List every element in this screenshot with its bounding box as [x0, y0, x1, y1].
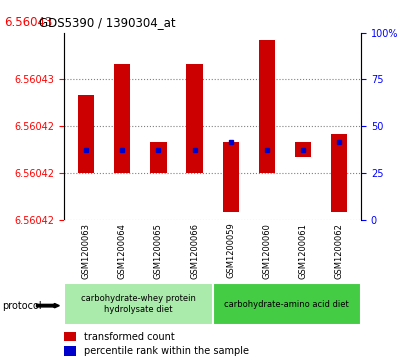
Text: carbohydrate-whey protein
hydrolysate diet: carbohydrate-whey protein hydrolysate di… — [81, 294, 196, 314]
Bar — [64, 332, 76, 341]
Bar — [331, 134, 347, 212]
Bar — [114, 64, 130, 173]
Text: GSM1200066: GSM1200066 — [190, 223, 199, 279]
Bar — [222, 142, 239, 212]
Text: GSM1200061: GSM1200061 — [299, 223, 308, 278]
Bar — [186, 64, 203, 173]
Text: GSM1200059: GSM1200059 — [226, 223, 235, 278]
Text: GSM1200065: GSM1200065 — [154, 223, 163, 278]
Bar — [259, 40, 275, 173]
Text: GSM1200063: GSM1200063 — [81, 223, 90, 279]
Bar — [64, 283, 213, 325]
Bar — [213, 283, 361, 325]
Bar — [295, 142, 311, 157]
Bar — [64, 346, 76, 356]
Text: percentile rank within the sample: percentile rank within the sample — [83, 346, 249, 356]
Text: 6.56043: 6.56043 — [4, 16, 53, 29]
Bar — [150, 142, 166, 173]
Text: GDS5390 / 1390304_at: GDS5390 / 1390304_at — [39, 16, 176, 29]
Bar — [78, 95, 94, 173]
Text: GSM1200064: GSM1200064 — [118, 223, 127, 278]
Text: protocol: protocol — [2, 301, 42, 311]
Text: GSM1200062: GSM1200062 — [335, 223, 344, 278]
Text: GSM1200060: GSM1200060 — [262, 223, 271, 278]
Text: transformed count: transformed count — [83, 331, 174, 342]
Text: carbohydrate-amino acid diet: carbohydrate-amino acid diet — [225, 299, 349, 309]
